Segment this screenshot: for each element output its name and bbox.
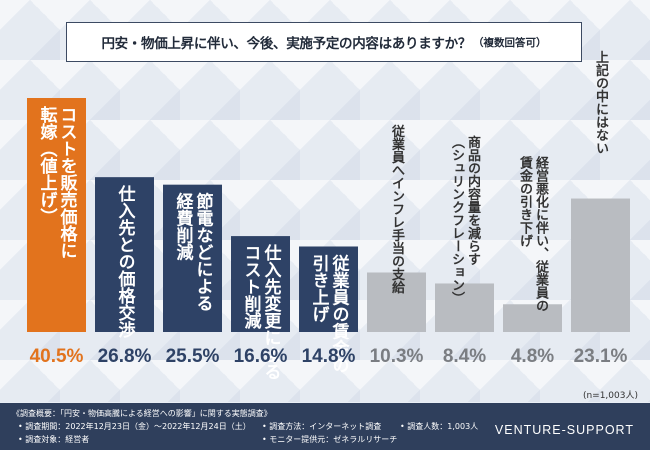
chart-title-note: （複数回答可） — [473, 36, 547, 49]
value-label-7: 8.4% — [443, 346, 486, 367]
bar-6 — [367, 272, 426, 332]
survey-period: • 調査期間：2022年12月23日（金）～2022年12月24日（土） — [18, 422, 251, 431]
value-label-2: 26.8% — [98, 346, 152, 367]
survey-provider: • モニター提供元：ゼネラルリサーチ — [262, 435, 398, 444]
footer: 《調査概要：「円安・物価高騰による経営への影響」に関する実態調査》 • 調査期間… — [0, 403, 650, 450]
value-label-4: 16.6% — [234, 346, 288, 367]
category-label-4-line-2: コスト削減 — [241, 244, 262, 330]
category-label-5-line-2: 引き上げ — [309, 254, 330, 322]
bar-1 — [27, 98, 86, 332]
value-label-3: 25.5% — [166, 346, 220, 367]
category-label-7-line-1: 商品の内容量を減らす — [465, 135, 482, 266]
bar-4 — [231, 236, 290, 332]
category-label-1-line-1: コストを販売価格に — [57, 106, 79, 259]
bar-3 — [163, 184, 222, 332]
value-label-5: 14.8% — [302, 346, 356, 367]
background-pattern — [0, 0, 650, 402]
category-label-7-line-2: （シュリンクフレーション） — [449, 135, 466, 304]
bar-8 — [503, 304, 562, 332]
survey-count: • 調査人数：1,003人 — [400, 422, 479, 431]
value-label-9: 23.1% — [574, 346, 628, 367]
survey-summary-heading: 《調査概要：「円安・物価高騰による経営への影響」に関する実態調査》 — [12, 409, 272, 418]
category-label-3-line-1: 節電などによる — [193, 192, 215, 312]
chart-title-box: 円安・物価上昇に伴い、今後、実施予定の内容はありますか？ （複数回答可） — [66, 22, 582, 62]
brand-logo-text: VENTURE-SUPPORT — [494, 423, 634, 437]
survey-target: • 調査対象：経営者 — [18, 435, 90, 444]
category-label-8-line-2: 賃金の引き下げ — [517, 156, 534, 249]
bar-9 — [571, 198, 630, 332]
category-label-2-line-1: 仕入先との価格交渉 — [115, 184, 137, 339]
chart-title: 円安・物価上昇に伴い、今後、実施予定の内容はありますか？ — [101, 36, 472, 52]
category-label-3-line-2: 経費削減 — [173, 192, 194, 262]
value-label-6: 10.3% — [370, 346, 424, 367]
category-label-8-line-1: 経営悪化に伴い、従業員の — [533, 156, 550, 313]
bar-5 — [299, 246, 358, 332]
category-label-1-line-2: 転嫁（値上げ） — [37, 105, 59, 225]
value-label-8: 4.8% — [511, 346, 554, 367]
category-label-5-line-1: 従業員の賃金の — [329, 253, 351, 373]
sample-size-note: (n=1,003人) — [582, 391, 638, 401]
category-label-4-line-1: 仕入先変更による — [261, 243, 283, 380]
category-label-6-line-1: 従業員へインフレ手当の支給 — [389, 124, 406, 295]
value-label-1: 40.5% — [30, 346, 84, 367]
bar-2 — [95, 177, 154, 332]
survey-method: • 調査方法：インターネット調査 — [262, 422, 382, 431]
category-label-9-line-1: 上記の中にはない — [593, 51, 609, 155]
bar-7 — [435, 283, 494, 332]
